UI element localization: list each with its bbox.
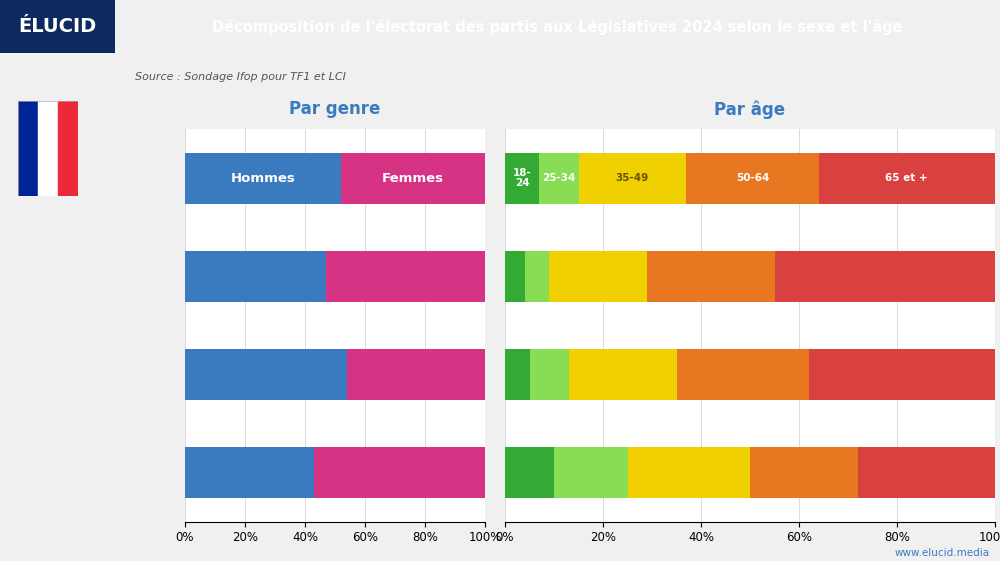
Bar (505, 251, 525, 302)
Bar (819, 153, 995, 204)
Bar (549, 251, 647, 302)
Bar (314, 447, 485, 498)
Bar (185, 349, 347, 400)
Text: ÉLUCID: ÉLUCID (18, 17, 97, 36)
Bar (554, 447, 628, 498)
Bar (774, 251, 995, 302)
Bar (38, 101, 58, 196)
Text: 35-49: 35-49 (616, 173, 649, 183)
Bar (18, 101, 38, 196)
Bar (347, 349, 485, 400)
Bar (686, 153, 819, 204)
Text: Source : Sondage Ifop pour TF1 et LCI: Source : Sondage Ifop pour TF1 et LCI (135, 72, 346, 82)
Bar (858, 447, 995, 498)
Text: 25-34: 25-34 (542, 173, 576, 183)
Bar (341, 153, 485, 204)
Bar (0, 0, 115, 53)
Bar (809, 349, 995, 400)
Text: www.elucid.media: www.elucid.media (895, 548, 990, 558)
Bar (539, 153, 578, 204)
Text: Femmes: Femmes (382, 172, 444, 185)
Text: Hommes: Hommes (231, 172, 295, 185)
Bar (525, 251, 549, 302)
Bar (185, 447, 314, 498)
Bar (505, 153, 539, 204)
Bar (578, 153, 686, 204)
Text: 18-
24: 18- 24 (513, 168, 532, 188)
Text: Décomposition de l'électorat des partis aux Législatives 2024 selon le sexe et l: Décomposition de l'électorat des partis … (212, 19, 903, 35)
Text: 65 et +: 65 et + (885, 173, 928, 183)
Text: Par âge: Par âge (714, 100, 786, 118)
Bar (530, 349, 569, 400)
Bar (569, 349, 676, 400)
Bar (505, 447, 554, 498)
Text: Par genre: Par genre (289, 100, 381, 118)
Bar (647, 251, 774, 302)
Bar (505, 349, 530, 400)
Bar (676, 349, 809, 400)
Bar (185, 251, 326, 302)
Bar (628, 447, 750, 498)
Text: 50-64: 50-64 (736, 173, 769, 183)
Bar (750, 447, 858, 498)
Bar (326, 251, 485, 302)
Bar (58, 101, 78, 196)
Bar (185, 153, 341, 204)
